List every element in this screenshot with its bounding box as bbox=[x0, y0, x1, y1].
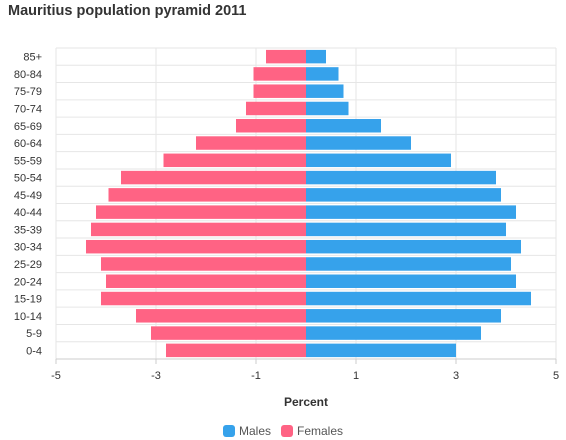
y-tick-label: 50-54 bbox=[14, 173, 42, 185]
x-axis-title: Percent bbox=[284, 395, 328, 409]
bar-females-70-74[interactable] bbox=[246, 101, 306, 116]
y-tick-label: 80-84 bbox=[14, 69, 42, 81]
x-tick-label: 1 bbox=[353, 370, 359, 382]
legend: Males Females bbox=[0, 423, 566, 439]
bar-males-85+[interactable] bbox=[306, 49, 326, 64]
y-tick-label: 0-4 bbox=[26, 345, 42, 357]
legend-swatch-males bbox=[223, 425, 235, 437]
bar-males-15-19[interactable] bbox=[306, 291, 531, 306]
bar-males-35-39[interactable] bbox=[306, 222, 506, 237]
bar-males-25-29[interactable] bbox=[306, 257, 511, 271]
y-tick-label: 25-29 bbox=[14, 259, 42, 271]
axes: 85+ 80-84 75-79 70-74 65-69 60-64 55-59 50-54 45… bbox=[14, 52, 559, 382]
bar-males-55-59[interactable] bbox=[306, 153, 451, 168]
bar-females-35-39[interactable] bbox=[91, 222, 306, 237]
y-tick-label: 70-74 bbox=[14, 103, 42, 115]
bar-males-50-54[interactable] bbox=[306, 170, 496, 185]
x-tick-label: 3 bbox=[453, 370, 459, 382]
bar-females-5-9[interactable] bbox=[151, 326, 306, 340]
bar-males-0-4[interactable] bbox=[306, 343, 456, 358]
grid-lines bbox=[55, 47, 557, 360]
legend-item-males[interactable]: Males bbox=[223, 423, 271, 439]
bar-females-55-59[interactable] bbox=[163, 153, 307, 168]
bar-males-70-74[interactable] bbox=[306, 101, 349, 116]
bar-males-45-49[interactable] bbox=[306, 188, 501, 202]
legend-item-females[interactable]: Females bbox=[281, 423, 343, 439]
bar-females-50-54[interactable] bbox=[121, 170, 306, 185]
bar-females-45-49[interactable] bbox=[108, 188, 307, 202]
bar-females-60-64[interactable] bbox=[196, 136, 306, 150]
chart-title: Mauritius population pyramid 2011 bbox=[8, 3, 247, 19]
y-tick-label: 75-79 bbox=[14, 86, 42, 98]
bar-females-80-84[interactable] bbox=[253, 67, 307, 81]
legend-label-males: Males bbox=[239, 424, 272, 438]
bar-females-20-24[interactable] bbox=[106, 274, 306, 288]
x-tick-label: 5 bbox=[553, 370, 559, 382]
y-tick-label: 55-59 bbox=[14, 155, 42, 167]
bar-females-75-79[interactable] bbox=[253, 84, 307, 98]
bar-males-10-14[interactable] bbox=[306, 309, 501, 323]
bar-males-80-84[interactable] bbox=[306, 67, 339, 81]
bar-males-65-69[interactable] bbox=[306, 119, 381, 133]
x-tick-label: -1 bbox=[251, 370, 261, 382]
y-tick-label: 40-44 bbox=[14, 207, 42, 219]
y-tick-label: 35-39 bbox=[14, 224, 42, 236]
y-tick-label: 65-69 bbox=[14, 121, 42, 133]
y-tick-label: 30-34 bbox=[14, 242, 42, 254]
population-pyramid-chart: 85+ 80-84 75-79 70-74 65-69 60-64 55-59 50-54 45… bbox=[14, 47, 559, 409]
bar-males-30-34[interactable] bbox=[306, 239, 521, 254]
y-tick-label: 85+ bbox=[23, 52, 42, 64]
bar-males-5-9[interactable] bbox=[306, 326, 481, 340]
bar-females-85+[interactable] bbox=[266, 49, 306, 64]
y-tick-label: 20-24 bbox=[14, 276, 42, 288]
y-tick-label: 5-9 bbox=[26, 328, 42, 340]
bar-females-25-29[interactable] bbox=[101, 257, 306, 271]
bar-males-60-64[interactable] bbox=[306, 136, 411, 150]
legend-swatch-females bbox=[281, 425, 293, 437]
legend-label-females: Females bbox=[297, 424, 344, 438]
bar-males-75-79[interactable] bbox=[306, 84, 344, 98]
bars bbox=[86, 49, 531, 358]
bar-females-40-44[interactable] bbox=[96, 205, 306, 219]
x-tick-label: -3 bbox=[151, 370, 161, 382]
bar-females-0-4[interactable] bbox=[166, 343, 306, 358]
y-tick-label: 60-64 bbox=[14, 138, 42, 150]
bar-males-40-44[interactable] bbox=[306, 205, 516, 219]
bar-males-20-24[interactable] bbox=[306, 274, 516, 288]
bar-females-30-34[interactable] bbox=[86, 239, 306, 254]
bar-females-10-14[interactable] bbox=[136, 309, 306, 323]
x-tick-label: -5 bbox=[51, 370, 61, 382]
y-tick-label: 10-14 bbox=[14, 311, 42, 323]
bar-females-65-69[interactable] bbox=[236, 119, 306, 133]
y-tick-label: 15-19 bbox=[14, 294, 42, 306]
y-tick-label: 45-49 bbox=[14, 190, 42, 202]
bar-females-15-19[interactable] bbox=[101, 291, 306, 306]
